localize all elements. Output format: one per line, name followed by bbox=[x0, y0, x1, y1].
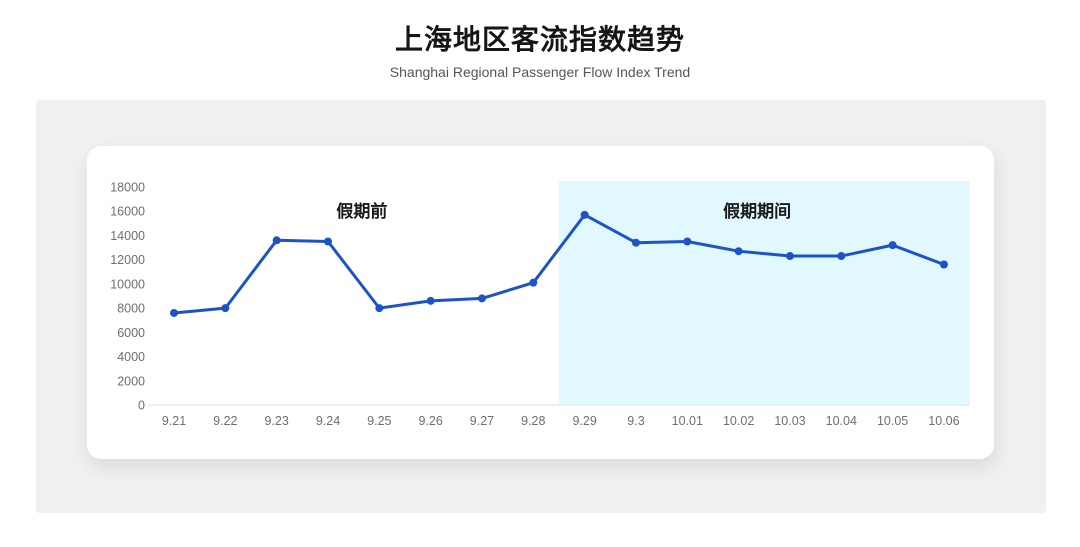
data-point bbox=[426, 296, 435, 305]
data-point bbox=[529, 278, 538, 287]
x-tick-label: 9.24 bbox=[316, 414, 340, 428]
y-tick-label: 14000 bbox=[110, 229, 145, 243]
holiday-band bbox=[558, 181, 970, 405]
y-tick-label: 6000 bbox=[117, 326, 145, 340]
x-tick-label: 9.23 bbox=[264, 414, 288, 428]
data-point bbox=[785, 252, 794, 261]
phase-annotation: 假期期间 bbox=[723, 201, 791, 221]
data-point bbox=[272, 236, 281, 245]
x-tick-label: 9.29 bbox=[572, 414, 596, 428]
y-tick-label: 8000 bbox=[117, 302, 145, 316]
x-tick-label: 10.02 bbox=[723, 414, 754, 428]
data-point bbox=[323, 237, 332, 246]
x-tick-label: 10.01 bbox=[672, 414, 703, 428]
y-tick-label: 4000 bbox=[117, 350, 145, 364]
y-tick-label: 18000 bbox=[110, 181, 145, 195]
x-tick-label: 10.06 bbox=[928, 414, 959, 428]
y-tick-label: 16000 bbox=[110, 205, 145, 219]
x-tick-label: 9.26 bbox=[418, 414, 442, 428]
chart-panel: 0 2000 4000 6000 8000 10000 12000 14000 16000 180… bbox=[36, 100, 1046, 513]
y-tick-label: 2000 bbox=[117, 374, 145, 388]
y-tick-label: 12000 bbox=[110, 253, 145, 267]
page-title: 上海地区客流指数趋势 bbox=[394, 24, 685, 55]
x-tick-label: 9.28 bbox=[521, 414, 545, 428]
x-tick-label: 9.27 bbox=[470, 414, 494, 428]
data-point bbox=[734, 247, 743, 256]
data-point bbox=[375, 304, 384, 313]
data-point bbox=[631, 238, 640, 247]
phase-annotation: 假期前 bbox=[336, 201, 387, 221]
data-point bbox=[580, 210, 589, 219]
y-tick-label: 0 bbox=[138, 399, 145, 413]
data-point bbox=[888, 241, 897, 250]
data-point bbox=[221, 304, 230, 313]
x-tick-label: 10.04 bbox=[826, 414, 857, 428]
data-point bbox=[477, 294, 486, 303]
data-point bbox=[170, 308, 178, 317]
x-tick-label: 9.22 bbox=[213, 414, 237, 428]
data-point bbox=[837, 252, 846, 261]
data-point bbox=[683, 237, 692, 246]
line-chart: 0 2000 4000 6000 8000 10000 12000 14000 16000 180… bbox=[110, 181, 970, 428]
x-tick-label: 9.3 bbox=[627, 414, 644, 428]
x-tick-label: 10.05 bbox=[877, 414, 908, 428]
chart-header: 上海地区客流指数趋势 Shanghai Regional Passenger F… bbox=[0, 0, 1080, 80]
trend-line bbox=[172, 213, 946, 315]
y-tick-label: 10000 bbox=[110, 277, 145, 291]
page-subtitle: Shanghai Regional Passenger Flow Index T… bbox=[389, 63, 691, 80]
data-point bbox=[939, 260, 948, 269]
x-tick-label: 10.03 bbox=[774, 414, 805, 428]
chart-card: 0 2000 4000 6000 8000 10000 12000 14000 16000 180… bbox=[87, 146, 994, 459]
x-tick-label: 9.25 bbox=[367, 414, 391, 428]
x-tick-label: 9.21 bbox=[162, 414, 186, 428]
